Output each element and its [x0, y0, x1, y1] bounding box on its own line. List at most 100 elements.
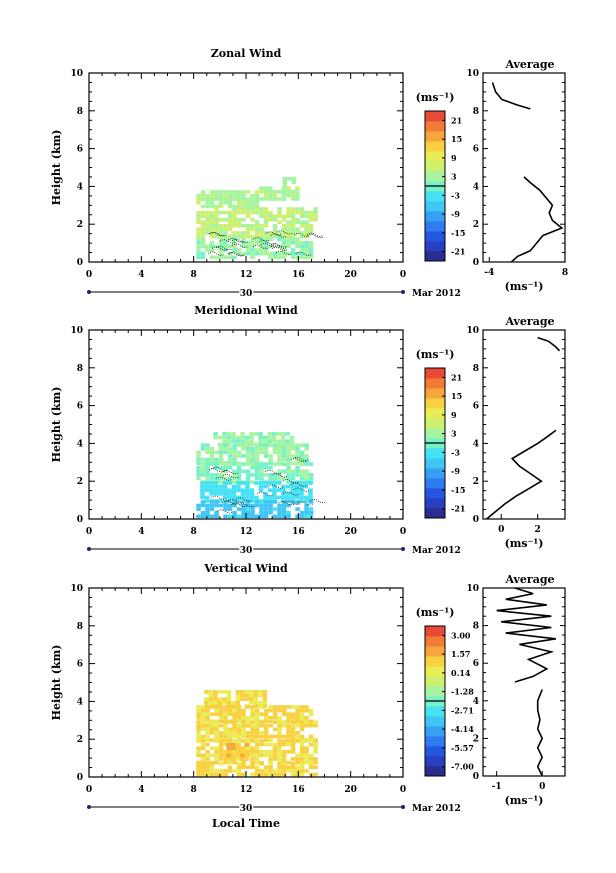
- heatmap-cell: [272, 492, 277, 496]
- heatmap-cell: [241, 210, 246, 215]
- heatmap-cell: [254, 495, 259, 500]
- heatmap-cell: [254, 712, 260, 716]
- heatmap-cell: [254, 514, 260, 519]
- heatmap-cell: [295, 772, 300, 777]
- heatmap-cell: [196, 244, 201, 249]
- heatmap-cell: [218, 719, 224, 724]
- heatmap-cell: [245, 720, 251, 724]
- contour-line: [232, 238, 249, 243]
- heatmap-cell: [218, 499, 223, 503]
- heatmap-cell: [281, 476, 287, 481]
- heatmap-cell: [227, 214, 233, 218]
- heatmap-cell: [213, 488, 219, 492]
- heatmap-cell: [209, 484, 214, 489]
- heatmap-cell: [200, 473, 206, 477]
- heatmap-cell: [277, 705, 282, 709]
- heatmap-cell: [200, 757, 206, 761]
- heatmap-cell: [286, 765, 291, 770]
- heatmap-cell: [205, 193, 210, 198]
- heatmap-cell: [290, 454, 296, 458]
- heatmap-cell: [226, 690, 232, 694]
- heatmap-cell: [213, 484, 219, 489]
- average-x-tick-label: 8: [562, 268, 568, 278]
- heatmap-cell: [223, 514, 228, 519]
- heatmap-cell: [214, 457, 219, 462]
- colorbar-tick-label: 9: [451, 153, 457, 163]
- heatmap-cell: [308, 462, 314, 466]
- heatmap-cell: [245, 241, 251, 245]
- heatmap-cell: [223, 769, 228, 773]
- contour-line: [208, 231, 226, 236]
- average-x-tick-label: -4: [484, 268, 494, 278]
- colorbar-tick-label: 15: [451, 134, 462, 144]
- heatmap-cell: [218, 443, 224, 447]
- heatmap-cell: [209, 772, 215, 777]
- contour-line: [270, 243, 288, 248]
- heatmap-cell: [254, 462, 260, 466]
- heatmap-cell: [200, 765, 206, 770]
- heatmap-cell: [245, 514, 251, 519]
- average-x-label: (ms⁻¹): [505, 537, 544, 550]
- heatmap-cell: [259, 720, 264, 724]
- heatmap-cell: [236, 251, 242, 256]
- heatmap-cell: [205, 510, 210, 515]
- heatmap-cell: [268, 197, 273, 201]
- heatmap-cell: [196, 739, 201, 743]
- heatmap-cell: [304, 720, 309, 724]
- heatmap-cell: [304, 514, 309, 519]
- heatmap-cell: [236, 719, 242, 724]
- heatmap-cell: [232, 734, 237, 739]
- heatmap-cell: [281, 712, 287, 716]
- heatmap-cell: [208, 697, 214, 701]
- heatmap-cell: [308, 473, 314, 477]
- heatmap-cell: [232, 218, 237, 222]
- heatmap-cell: [263, 244, 269, 249]
- heatmap-cell: [200, 190, 206, 194]
- heatmap-cell: [308, 712, 314, 716]
- heatmap-cell: [227, 503, 233, 508]
- heatmap-cell: [262, 704, 268, 709]
- heatmap-cell: [263, 197, 269, 201]
- heatmap-cell: [268, 507, 273, 511]
- average-y-tick-label: 0: [473, 258, 479, 268]
- contour-line: [219, 239, 237, 244]
- heatmap-cell: [299, 720, 305, 724]
- heatmap-cell: [218, 746, 224, 750]
- heatmap-cell: [239, 757, 245, 761]
- heatmap-cell: [205, 507, 210, 511]
- colorbar-segment: [425, 448, 445, 459]
- heatmap-cell: [214, 750, 219, 754]
- contour-line: [293, 232, 311, 237]
- colorbar-tick-label: -9: [451, 209, 460, 219]
- heatmap-cell: [218, 465, 224, 470]
- heatmap-cell: [200, 251, 206, 256]
- heatmap-cell: [245, 507, 251, 511]
- heatmap-cell: [245, 495, 250, 500]
- heatmap-cell: [209, 712, 215, 716]
- heatmap-cell: [245, 739, 251, 743]
- heatmap-cell: [254, 210, 260, 215]
- heatmap-cell: [218, 193, 224, 198]
- date-month: Mar 2012: [412, 546, 461, 556]
- heatmap-cell: [250, 731, 255, 735]
- x-tick-label: 0: [86, 527, 92, 537]
- heatmap-cell: [209, 727, 215, 732]
- heatmap-cell: [268, 210, 273, 215]
- heatmap-cell: [295, 210, 300, 215]
- heatmap-cell: [250, 193, 255, 198]
- colorbar-segment: [425, 756, 445, 767]
- heatmap-cell: [277, 772, 282, 777]
- heatmap-cell: [200, 727, 206, 732]
- heatmap-cell: [223, 193, 228, 198]
- heatmap-cell: [205, 450, 210, 455]
- heatmap-cell: [304, 454, 309, 458]
- heatmap-cell: [272, 255, 278, 259]
- heatmap-cell: [232, 712, 237, 716]
- heatmap-cell: [236, 765, 242, 770]
- heatmap-cell: [236, 197, 242, 201]
- heatmap-cell: [299, 514, 305, 519]
- heatmap-cell: [245, 481, 250, 485]
- heatmap-cell: [218, 731, 224, 735]
- heatmap-cell: [258, 439, 263, 443]
